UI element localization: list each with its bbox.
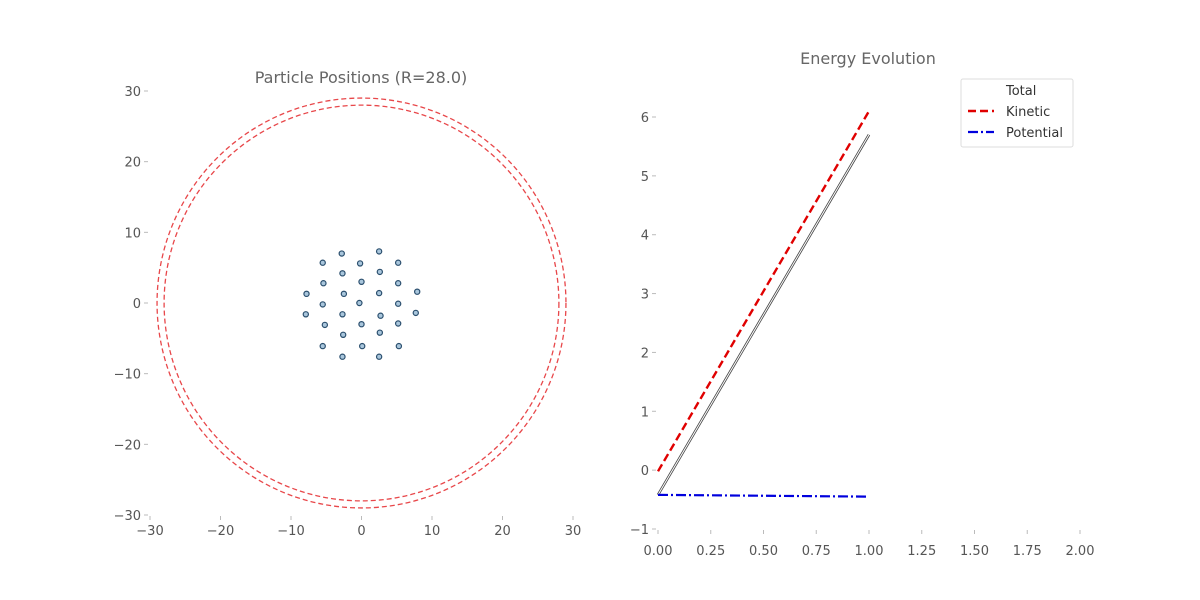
particle-point-24	[339, 331, 347, 338]
right-y-tick-label-2: 1	[641, 405, 649, 420]
right-y-tick-label-3: 2	[641, 346, 649, 361]
particle-point-17	[302, 311, 310, 318]
particle-point-5	[339, 270, 346, 277]
right-x-tick-label-3: 0.75	[802, 544, 831, 559]
particle-point-9	[394, 280, 402, 287]
right-x-tick-label-4: 1.00	[855, 544, 884, 559]
particle-point-1	[375, 248, 383, 255]
legend-entries: Total Kinetic Potential	[968, 84, 1063, 141]
right-y-tick-label-6: 5	[641, 170, 649, 185]
particle-point-3	[356, 260, 364, 267]
particle-point-0	[338, 250, 345, 257]
particle-point-22	[358, 321, 365, 328]
particle-point-15	[356, 299, 363, 307]
particle-point-19	[377, 312, 384, 319]
particle-point-20	[412, 309, 419, 317]
particle-point-21	[321, 321, 329, 329]
particle-point-10	[303, 290, 310, 298]
left-y-axis-ticks: −30 −20 −10 0 10 20 30	[114, 85, 148, 524]
particle-point-28	[395, 342, 403, 350]
left-x-tick-label-3: 0	[357, 524, 365, 539]
particle-point-27	[359, 342, 366, 350]
legend-label-kinetic: Kinetic	[1006, 105, 1050, 120]
particle-point-12	[375, 289, 383, 297]
particle-point-23	[394, 320, 402, 327]
left-x-tick-label-0: −30	[136, 524, 163, 539]
left-x-tick-label-1: −20	[207, 524, 234, 539]
right-x-axis-ticks: 0.00 0.25 0.50 0.75 1.00 1.25 1.50 1.75 2.00	[644, 530, 1095, 559]
particle-point-2	[319, 259, 326, 266]
particle-point-14	[319, 301, 326, 308]
right-x-tick-label-5: 1.25	[907, 544, 936, 559]
energy-legend: Total Kinetic Potential	[960, 78, 1074, 148]
left-x-tick-label-5: 20	[494, 524, 511, 539]
particle-point-29	[339, 353, 346, 360]
particle-point-11	[340, 290, 348, 298]
left-y-tick-label-4: 10	[124, 226, 141, 241]
left-y-tick-label-6: 30	[124, 85, 141, 100]
particle-points	[302, 248, 421, 360]
right-x-tick-label-2: 0.50	[749, 544, 778, 559]
boundary-circles	[156, 97, 567, 509]
left-x-tick-label-4: 10	[424, 524, 441, 539]
left-y-tick-label-1: −20	[114, 438, 141, 453]
right-y-tick-label-4: 3	[641, 288, 649, 303]
right-y-tick-label-1: 0	[641, 464, 649, 479]
legend-box	[960, 78, 1074, 148]
right-y-tick-label-5: 4	[641, 229, 649, 244]
legend-label-total: Total	[1005, 84, 1036, 99]
left-y-tick-label-5: 20	[124, 156, 141, 171]
left-x-axis-ticks: −30 −20 −10 0 10 20 30	[136, 516, 581, 539]
particle-point-7	[320, 280, 327, 287]
left-x-tick-label-6: 30	[565, 524, 582, 539]
boundary-circle-0	[163, 104, 560, 502]
energy-evolution-chart: Energy Evolution 0.00 0.25 0.50 0.75 1.00 1.2…	[630, 49, 1095, 559]
left-x-tick-label-2: −10	[277, 524, 304, 539]
right-x-tick-label-6: 1.50	[960, 544, 989, 559]
particle-point-4	[394, 259, 402, 266]
right-chart-title: Energy Evolution	[800, 49, 936, 68]
particle-point-18	[339, 311, 346, 318]
particle-point-13	[413, 288, 421, 295]
right-y-tick-label-7: 6	[641, 111, 649, 126]
particle-point-26	[319, 342, 326, 350]
left-y-tick-label-0: −30	[114, 509, 141, 524]
particle-point-8	[358, 278, 365, 285]
series-line-kinetic	[656, 110, 871, 472]
particle-positions-chart: Particle Positions (R=28.0) −30 −20 −10 0 10…	[114, 68, 582, 539]
left-y-tick-label-3: 0	[133, 297, 141, 312]
particle-point-25	[376, 329, 384, 336]
left-y-tick-label-2: −10	[114, 368, 141, 383]
right-x-tick-label-8: 2.00	[1066, 544, 1095, 559]
particle-point-6	[376, 268, 384, 276]
right-x-tick-label-1: 0.25	[696, 544, 725, 559]
right-y-tick-label-0: −1	[630, 523, 649, 538]
right-x-tick-label-7: 1.75	[1013, 544, 1042, 559]
boundary-circle-1	[156, 97, 567, 509]
energy-series-lines	[656, 110, 871, 498]
left-chart-title: Particle Positions (R=28.0)	[255, 68, 468, 87]
series-line-total-inner	[657, 134, 870, 496]
right-x-tick-label-0: 0.00	[644, 544, 673, 559]
right-y-axis-ticks: −1 0 1 2 3 4 5 6	[630, 111, 656, 538]
legend-label-potential: Potential	[1006, 126, 1063, 141]
series-line-potential	[657, 493, 870, 498]
particle-point-30	[375, 353, 383, 360]
particle-point-16	[394, 300, 402, 307]
